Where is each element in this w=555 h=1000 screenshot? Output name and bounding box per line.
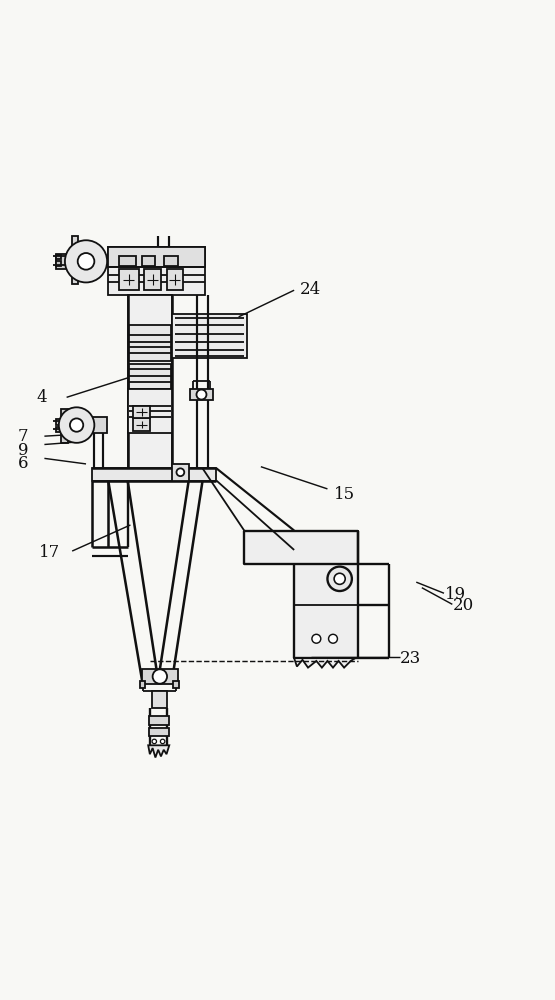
Circle shape <box>334 573 345 584</box>
Bar <box>129 364 171 389</box>
Text: 23: 23 <box>400 650 421 667</box>
Bar <box>172 314 247 358</box>
Bar <box>119 256 136 266</box>
Bar <box>119 269 139 290</box>
Bar <box>142 256 155 266</box>
Circle shape <box>327 567 352 591</box>
Bar <box>144 269 161 290</box>
Circle shape <box>196 390 206 400</box>
Circle shape <box>153 669 167 684</box>
Bar <box>56 261 61 266</box>
Bar <box>56 427 61 432</box>
Text: 19: 19 <box>445 586 466 603</box>
Text: 4: 4 <box>36 389 47 406</box>
Bar <box>133 418 150 431</box>
Circle shape <box>329 634 337 643</box>
Bar <box>172 464 189 481</box>
Circle shape <box>59 407 94 443</box>
Bar <box>149 716 169 725</box>
Text: 7: 7 <box>18 428 29 445</box>
Bar <box>142 669 178 684</box>
Circle shape <box>70 418 83 432</box>
Text: 24: 24 <box>300 281 321 298</box>
Bar <box>149 728 169 736</box>
Circle shape <box>78 253 94 270</box>
Text: 6: 6 <box>18 455 28 472</box>
Bar <box>92 468 216 481</box>
Bar <box>61 409 68 443</box>
Bar <box>294 531 358 658</box>
Bar <box>108 247 205 295</box>
Bar <box>166 269 183 290</box>
Circle shape <box>152 739 157 744</box>
Bar <box>128 389 172 433</box>
Text: 15: 15 <box>334 486 355 503</box>
Bar <box>152 691 166 708</box>
Bar <box>173 681 179 688</box>
Circle shape <box>160 739 165 744</box>
Bar <box>56 254 72 269</box>
Bar <box>244 531 358 564</box>
Bar <box>128 295 172 478</box>
Text: 20: 20 <box>453 597 474 614</box>
Bar <box>56 255 61 259</box>
Bar <box>72 236 78 284</box>
Circle shape <box>65 240 107 282</box>
Polygon shape <box>148 745 169 758</box>
Bar <box>164 256 178 266</box>
Bar <box>133 406 150 418</box>
Circle shape <box>176 468 184 476</box>
Bar <box>108 247 205 267</box>
Bar <box>56 419 61 425</box>
Bar <box>140 681 145 688</box>
Bar <box>84 417 107 433</box>
Text: 17: 17 <box>39 544 60 561</box>
Circle shape <box>312 634 321 643</box>
Bar <box>190 389 213 400</box>
Text: 9: 9 <box>18 442 28 459</box>
Polygon shape <box>294 658 355 668</box>
Bar <box>129 325 171 361</box>
